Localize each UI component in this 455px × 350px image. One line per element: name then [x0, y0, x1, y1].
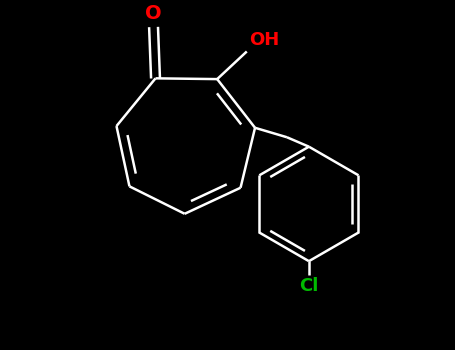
Text: OH: OH — [249, 30, 279, 49]
Text: O: O — [145, 4, 162, 23]
Text: Cl: Cl — [299, 277, 318, 295]
